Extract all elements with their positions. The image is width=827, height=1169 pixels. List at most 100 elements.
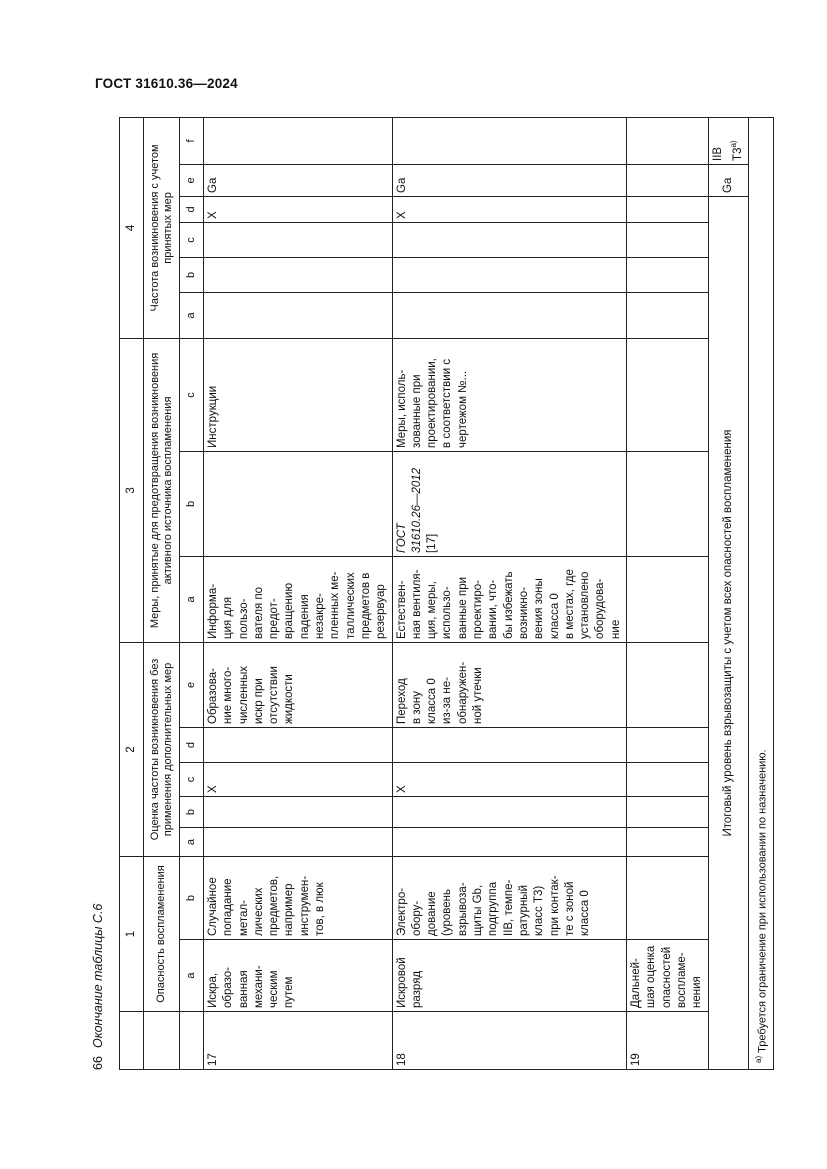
cell-2d: [203, 727, 393, 763]
group-number: 2: [119, 642, 144, 857]
footnote-text: Требуется ограничение при использовании …: [757, 749, 770, 1053]
total-group-temp: IIB T3: [712, 146, 745, 161]
cell-4d: X: [203, 196, 393, 223]
table-row: 17 Искра, образо- ванная механи- ческим …: [203, 117, 393, 1070]
cell-1b: Электро- обору- дование (уровень взрывоз…: [392, 856, 627, 940]
cell-4c: [626, 222, 709, 258]
hazard-table: 1 2 3 4 Опасность воспламенения Оценка ч…: [119, 116, 775, 1070]
cell-1a: Дальней- шая оценка опасностей воспламе-…: [626, 939, 709, 1012]
cell-3b: ГОСТ 31610.26—2012 [17]: [392, 451, 627, 557]
cell-2a: [203, 827, 393, 857]
cell-2e: Переход в зону класса 0 из-за не- обнару…: [392, 642, 627, 728]
cell-1b: [626, 856, 709, 940]
col-letter: a: [179, 827, 204, 857]
standard-reference: ГОСТ 31610.26—2012: [395, 467, 423, 553]
cell-4a: [203, 292, 393, 339]
col-letter: d: [179, 727, 204, 763]
total-level-f: IIB T3а): [708, 117, 749, 165]
cell-3a: Информа- ция для пользо- вателя по предо…: [203, 556, 393, 643]
cell-1a: Искровой разряд: [392, 939, 627, 1012]
group-title: Меры, принятые для предотвращения возник…: [143, 338, 180, 643]
cell-2d: [392, 727, 627, 763]
empty-cell: [179, 1011, 204, 1070]
group-number: 1: [119, 856, 144, 1012]
cell-2b: [203, 796, 393, 828]
col-letter: b: [179, 257, 204, 293]
cell-4e: Ga: [392, 164, 627, 197]
group-title: Оценка частоты возникновения без примене…: [143, 642, 180, 857]
cell-4e: Ga: [203, 164, 393, 197]
cell-4a: [626, 292, 709, 339]
col-letter: f: [179, 117, 204, 165]
cell-2e: [626, 642, 709, 728]
cell-2c: X: [392, 762, 627, 797]
col-letter: c: [179, 338, 204, 452]
col-letter: a: [179, 292, 204, 339]
cell-2d: [626, 727, 709, 763]
cell-4f: [392, 117, 627, 165]
total-label: Итоговый уровень взрывозащиты с учетом в…: [708, 196, 749, 1070]
col-letter: c: [179, 762, 204, 797]
group-number-row: 1 2 3 4: [119, 117, 144, 1070]
row-number: 18: [392, 1011, 627, 1070]
table-caption: Окончание таблицы С.6: [91, 903, 105, 1048]
cell-4c: [392, 222, 627, 258]
empty-cell: [143, 1011, 180, 1070]
footnote-mark: а): [729, 140, 739, 148]
col-letter: b: [179, 451, 204, 557]
cell-1b: Случайное попадание метал- лических пред…: [203, 856, 393, 940]
cell-4b: [203, 257, 393, 293]
cell-2b: [392, 796, 627, 828]
cell-4c: [203, 222, 393, 258]
cell-3b: [626, 451, 709, 557]
cell-4b: [626, 257, 709, 293]
col-letter: e: [179, 164, 204, 197]
group-number: 4: [119, 117, 144, 339]
cell-2c: [626, 762, 709, 797]
cell-3c: Меры, исполь- зованные при проектировани…: [392, 338, 627, 452]
rotated-table-area: 66 Окончание таблицы С.6 1 2 3 4 Опаснос…: [91, 116, 775, 1070]
cell-3c: Инструкции: [203, 338, 393, 452]
col-letter: b: [179, 856, 204, 940]
total-row: Итоговый уровень взрывозащиты с учетом в…: [708, 117, 749, 1070]
footnote: а) Требуется ограничение при использован…: [748, 117, 774, 1070]
col-letter: b: [179, 796, 204, 828]
letter-row: a b a b c d e a b c a b c d e f: [179, 117, 204, 1070]
cell-3a: [626, 556, 709, 643]
col-letter: e: [179, 642, 204, 728]
row-number: 19: [626, 1011, 709, 1070]
cell-4a: [392, 292, 627, 339]
cell-2a: [626, 827, 709, 857]
cell-4f: [203, 117, 393, 165]
group-number: 3: [119, 338, 144, 643]
cell-3b: [203, 451, 393, 557]
cell-4e: [626, 164, 709, 197]
col-letter: a: [179, 939, 204, 1012]
cell-1a: Искра, образо- ванная механи- ческим пут…: [203, 939, 393, 1012]
cell-3a: Естествен- ная вентиля- ция, меры, испол…: [392, 556, 627, 643]
col-letter: a: [179, 556, 204, 643]
cell-4f: [626, 117, 709, 165]
cell-2b: [626, 796, 709, 828]
col-letter: d: [179, 196, 204, 223]
page-number: 66: [91, 1056, 105, 1070]
empty-cell: [119, 1011, 144, 1070]
footnote-mark: а): [754, 1055, 764, 1063]
cell-4d: [626, 196, 709, 223]
bibliography-reference: [17]: [426, 533, 439, 553]
cell-2c: X: [203, 762, 393, 797]
group-title: Частота возникновения с учетом принятых …: [143, 117, 180, 339]
table-row: 19 Дальней- шая оценка опасностей воспла…: [626, 117, 709, 1070]
cell-4d: X: [392, 196, 627, 223]
cell-2a: [392, 827, 627, 857]
col-letter: c: [179, 222, 204, 258]
row-number: 17: [203, 1011, 393, 1070]
footnote-row: а) Требуется ограничение при использован…: [748, 117, 774, 1070]
cell-2e: Образова- ние много- численных искр при …: [203, 642, 393, 728]
cell-4b: [392, 257, 627, 293]
group-title-row: Опасность воспламенения Оценка частоты в…: [143, 117, 180, 1070]
cell-3c: [626, 338, 709, 452]
table-row: 18 Искровой разряд Электро- обору- дован…: [392, 117, 627, 1070]
group-title: Опасность воспламенения: [143, 856, 180, 1012]
total-level-e: Ga: [708, 164, 749, 197]
